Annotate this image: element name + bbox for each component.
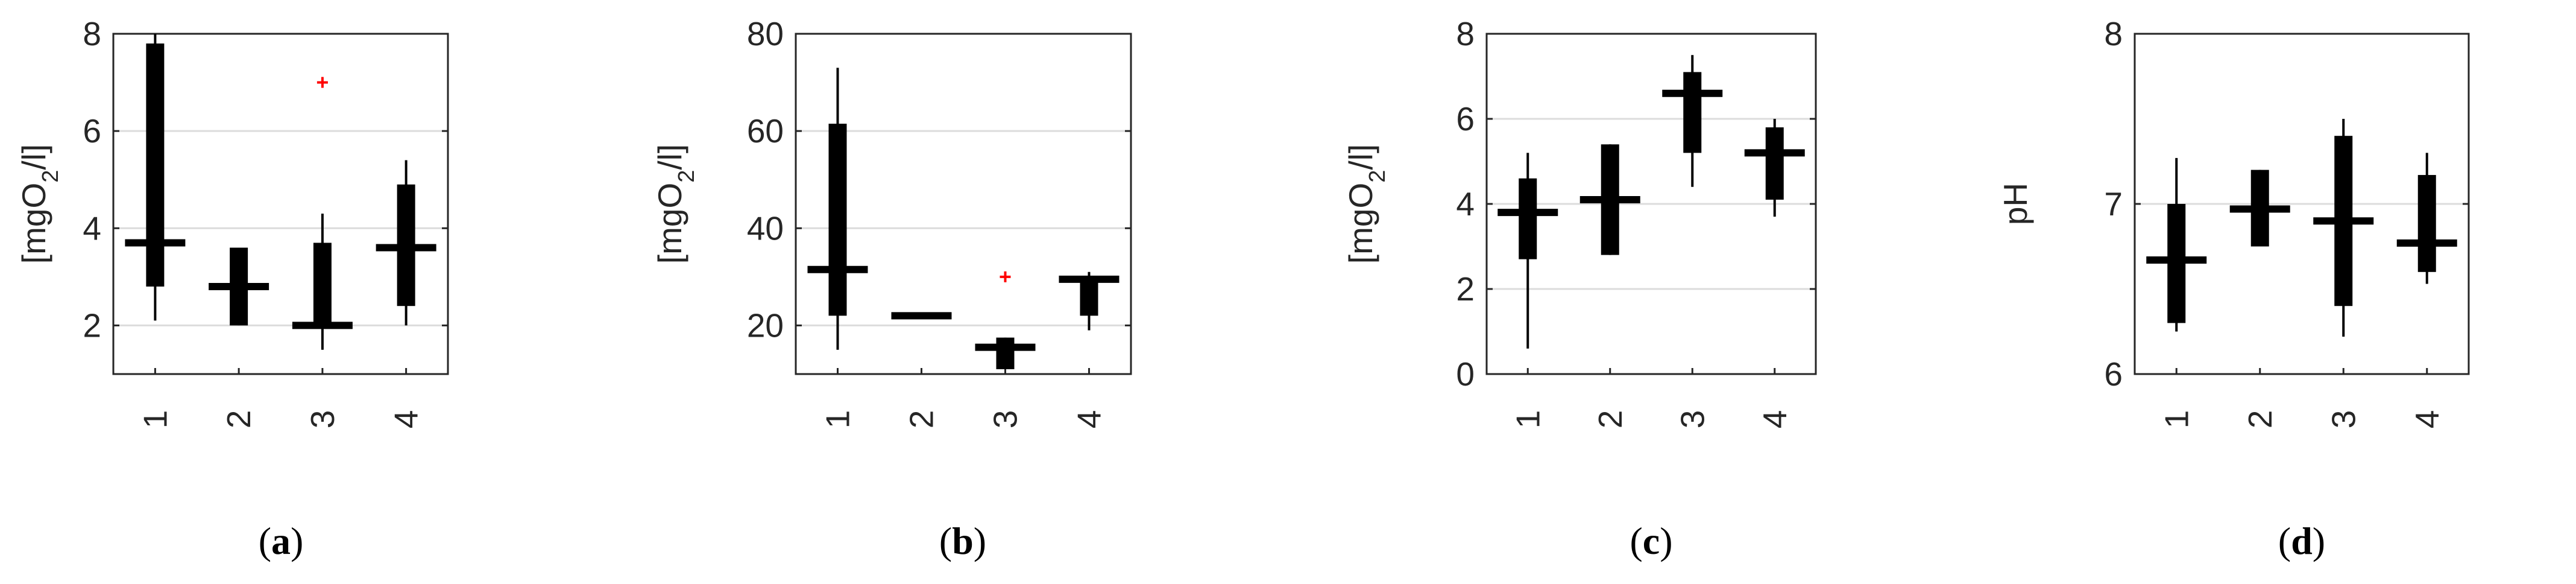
y-tick-label: 7 [2104,185,2123,223]
y-axis-label-tail: /l] [1342,144,1379,170]
panel-label: (c) [1630,519,1672,562]
x-tick-label: 4 [1071,410,1108,429]
y-tick-label: 0 [1456,355,1475,393]
y-axis-label-base: pH [1997,183,2034,225]
y-axis-label: [mgO2/l] [651,144,699,264]
x-tick-label: 1 [2158,410,2195,429]
x-tick-label: 1 [136,410,174,429]
y-tick-label: 60 [747,112,784,150]
y-axis-label: [mgO2/l] [1342,144,1390,264]
panel-label: (d) [2278,519,2325,562]
x-tick-label: 2 [220,410,257,429]
y-tick-label: 4 [1456,185,1475,223]
y-axis-label-base: [mgO [651,183,688,264]
x-tick-label: 1 [819,410,857,429]
y-tick-label: 8 [1456,15,1475,52]
outlier-marker [1000,271,1011,282]
y-tick-label: 6 [2104,355,2123,393]
x-tick-label: 4 [388,410,425,429]
y-axis-label-tail: /l] [651,144,688,170]
box-iqr [1765,127,1784,200]
x-tick-label: 1 [1509,410,1546,429]
x-tick-label: 3 [2325,410,2362,429]
x-tick-label: 2 [903,410,940,429]
panel-label: (b) [939,519,986,562]
y-axis-label-subscript: 2 [674,170,699,183]
y-tick-label: 40 [747,209,784,247]
x-tick-label: 4 [2408,410,2446,429]
box-iqr [996,337,1015,369]
x-tick-label: 3 [1674,410,1711,429]
x-tick-label: 3 [987,410,1024,429]
x-tick-label: 4 [1756,410,1793,429]
panel-label: (a) [259,519,304,562]
y-axis-label-base: [mgO [1342,183,1379,264]
y-tick-label: 6 [83,112,101,150]
y-axis-label-subscript: 2 [1365,170,1390,183]
y-tick-label: 8 [83,15,101,52]
box-iqr [1080,276,1098,316]
box-iqr [146,43,165,287]
plot-frame [795,33,1132,375]
y-tick-label: 8 [2104,15,2123,52]
y-axis-label-base: [mgO [15,183,52,264]
y-tick-label: 2 [1456,270,1475,308]
box-iqr [1519,178,1537,259]
panel-d: 6 7 8 1 2 3 4 pH (d) [1997,15,2470,562]
x-tick-label: 3 [304,410,341,429]
y-tick-label: 80 [747,15,784,52]
y-axis-label-tail: /l] [15,144,52,170]
outlier-marker [316,77,328,88]
y-tick-label: 20 [747,306,784,344]
y-tick-label: 6 [1456,100,1475,138]
box-iqr [1683,72,1702,153]
y-axis-label: pH [1997,183,2034,225]
plot-frame [112,33,449,375]
box-iqr [313,243,332,326]
box-iqr [828,124,847,316]
y-tick-label: 4 [83,209,101,247]
y-axis-label: [mgO2/l] [15,144,63,264]
x-tick-label: 2 [2241,410,2279,429]
box-iqr [2417,175,2436,272]
y-tick-label: 2 [83,306,101,344]
y-axis-label-subscript: 2 [38,170,63,183]
x-tick-label: 2 [1592,410,1629,429]
